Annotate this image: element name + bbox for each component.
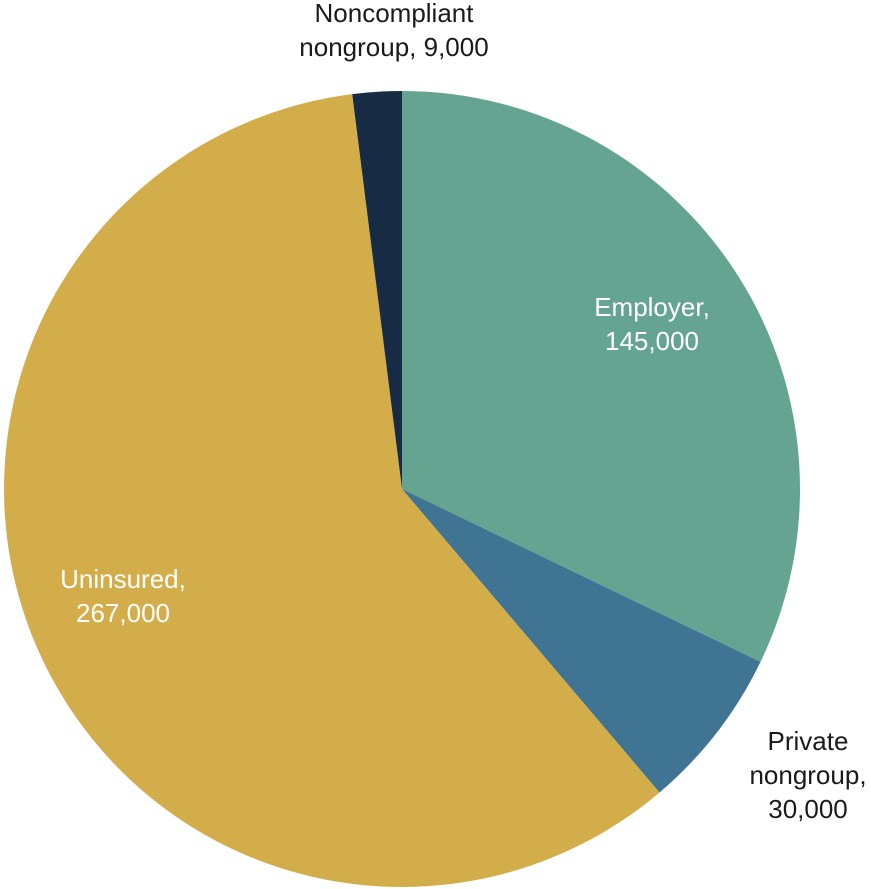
data-label-line: 267,000 [76, 598, 170, 628]
pie-labels: Employer, 145,000 Private nongroup, 30,000 Un… [60, 0, 866, 824]
pie-slice-uninsured [4, 94, 660, 887]
data-label-line: 30,000 [768, 794, 848, 824]
data-label-employer: Employer, 145,000 [594, 292, 710, 356]
pie-slice-employer [402, 91, 800, 662]
data-label-noncompliant-nongroup: Noncompliant nongroup, 9,000 [299, 0, 488, 62]
data-label-line: Uninsured, [60, 564, 186, 594]
data-label-line: Private [768, 726, 849, 756]
data-label-uninsured: Uninsured, 267,000 [60, 564, 186, 628]
data-label-private-nongroup: Private nongroup, 30,000 [749, 726, 866, 824]
data-label-line: nongroup, [749, 760, 866, 790]
pie-slice-private-nongroup [402, 489, 761, 793]
pie-slices [4, 91, 800, 887]
pie-slice-noncompliant-nongroup [352, 91, 402, 489]
data-label-line: nongroup, 9,000 [299, 32, 488, 62]
data-label-line: 145,000 [605, 326, 699, 356]
data-label-line: Noncompliant [315, 0, 475, 28]
data-label-line: Employer, [594, 292, 710, 322]
